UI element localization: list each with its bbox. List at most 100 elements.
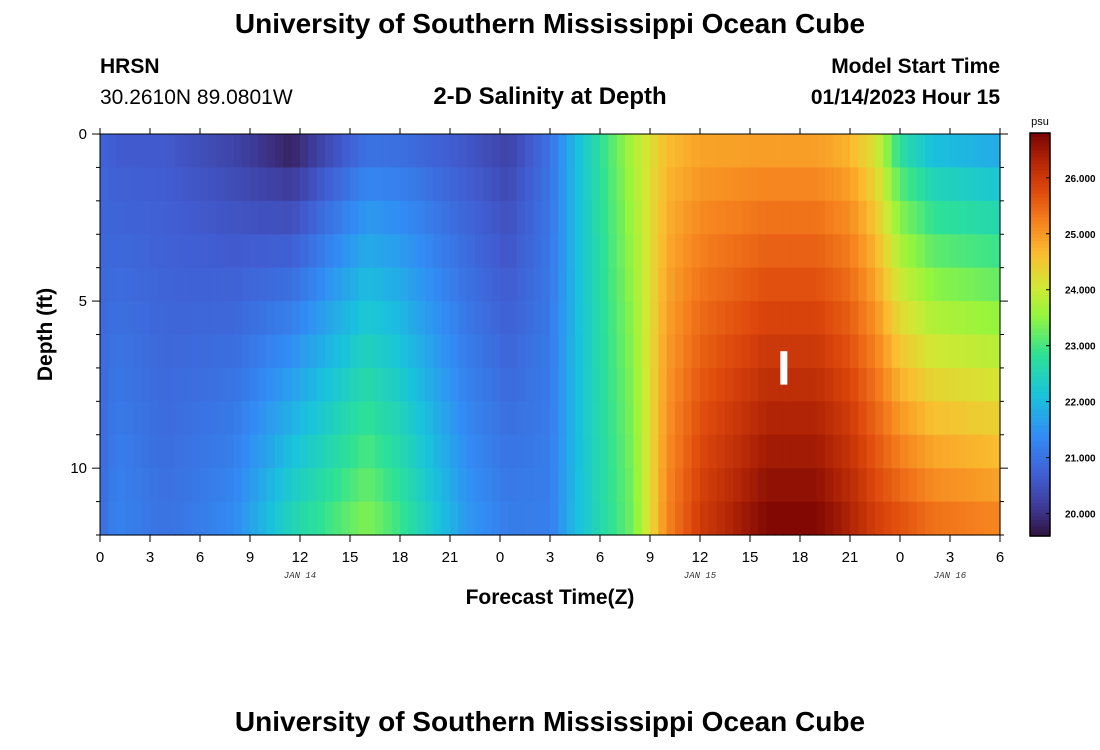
heatmap-cell (475, 234, 484, 269)
heatmap-cell (358, 334, 368, 369)
heatmap-cell (175, 501, 184, 536)
heatmap-cell (933, 267, 943, 302)
heatmap-cell (158, 134, 168, 169)
colorbar-swatch (1030, 304, 1050, 309)
heatmap-cell (241, 367, 251, 402)
heatmap-cell (416, 434, 426, 469)
heatmap-cell (516, 134, 526, 169)
heatmap-cell (425, 468, 434, 503)
heatmap-cell (616, 167, 626, 202)
heatmap-cell (233, 200, 243, 235)
heatmap-cell (983, 200, 993, 235)
heatmap-cell (566, 367, 576, 402)
heatmap-cell (758, 134, 768, 169)
heatmap-cell (125, 401, 134, 436)
heatmap-cell (266, 134, 276, 169)
heatmap-cell (591, 401, 601, 436)
colorbar-swatch (1030, 358, 1050, 362)
heatmap-cell (516, 167, 526, 202)
heatmap-cell (675, 134, 684, 169)
heatmap-cell (558, 234, 568, 269)
heatmap-cell (958, 434, 968, 469)
heatmap-cell (100, 468, 109, 503)
heatmap-cell (975, 501, 984, 536)
heatmap-cell (575, 434, 584, 469)
heatmap-cell (216, 501, 226, 536)
colorbar-swatch (1030, 133, 1050, 137)
heatmap-cell (300, 200, 309, 235)
heatmap-cell (325, 401, 334, 436)
heatmap-cell (183, 401, 193, 436)
heatmap-cell (250, 167, 259, 202)
heatmap-cell (575, 334, 584, 369)
heatmap-cell (900, 234, 909, 269)
heatmap-cell (958, 134, 968, 169)
heatmap-cell (866, 334, 876, 369)
heatmap-cell (858, 367, 868, 402)
heatmap-cell (366, 367, 376, 402)
heatmap-cell (833, 334, 843, 369)
heatmap-cell (575, 134, 584, 169)
heatmap-cell (116, 301, 126, 336)
colorbar-swatch (1030, 210, 1050, 215)
heatmap-cell (233, 434, 243, 469)
heatmap-cell (641, 367, 651, 402)
heatmap-cell (908, 401, 918, 436)
heatmap-cell (200, 367, 209, 402)
heatmap-cell (500, 267, 509, 302)
heatmap-cell (408, 367, 418, 402)
heatmap-cell (875, 434, 884, 469)
heatmap-cell (700, 167, 709, 202)
heatmap-cell (875, 200, 884, 235)
heatmap-cell (150, 200, 159, 235)
heatmap-cell (691, 434, 701, 469)
heatmap-cell (291, 234, 301, 269)
heatmap-cell (466, 468, 476, 503)
colorbar-swatch (1030, 391, 1050, 396)
colorbar-swatch (1030, 290, 1050, 295)
heatmap-cell (333, 401, 343, 436)
heatmap-cell (566, 334, 576, 369)
heatmap-cell (233, 267, 243, 302)
heatmap-cell (616, 301, 626, 336)
heatmap-cell (408, 200, 418, 235)
heatmap-cell (233, 334, 243, 369)
heatmap-cell (591, 468, 601, 503)
colorbar-swatch (1030, 458, 1050, 463)
heatmap-cell (550, 301, 559, 336)
heatmap-cell (308, 134, 318, 169)
heatmap-cell (566, 167, 576, 202)
heatmap-cell (691, 200, 701, 235)
heatmap-cell (191, 367, 201, 402)
colorbar-swatch (1030, 465, 1050, 470)
heatmap-cell (458, 334, 468, 369)
heatmap-cell (766, 468, 776, 503)
colorbar-swatch (1030, 384, 1050, 389)
heatmap-cell (283, 134, 293, 169)
heatmap-cell (383, 401, 393, 436)
heatmap-cell (775, 301, 784, 336)
heatmap-cell (408, 301, 418, 336)
heatmap-cell (150, 401, 159, 436)
colorbar-frame (1029, 132, 1051, 537)
heatmap-cell (458, 167, 468, 202)
heatmap-cell (916, 367, 926, 402)
heatmap-cell (866, 501, 876, 536)
heatmap-cell (908, 134, 918, 169)
heatmap-cell (858, 234, 868, 269)
colorbar-swatch (1030, 405, 1050, 409)
y-axis-title: Depth (ft) (34, 288, 57, 381)
heatmap-cell (191, 167, 201, 202)
heatmap-cell (516, 367, 526, 402)
heatmap-cell (558, 134, 568, 169)
heatmap-cell (991, 401, 1001, 436)
heatmap-cell (841, 267, 851, 302)
heatmap-cell (800, 434, 809, 469)
heatmap-cell (708, 434, 718, 469)
heatmap-cell (216, 367, 226, 402)
heatmap-cell (250, 134, 259, 169)
heatmap-cell (541, 367, 551, 402)
heatmap-cell (591, 367, 601, 402)
heatmap-cell (458, 234, 468, 269)
heatmap-cell (608, 267, 618, 302)
